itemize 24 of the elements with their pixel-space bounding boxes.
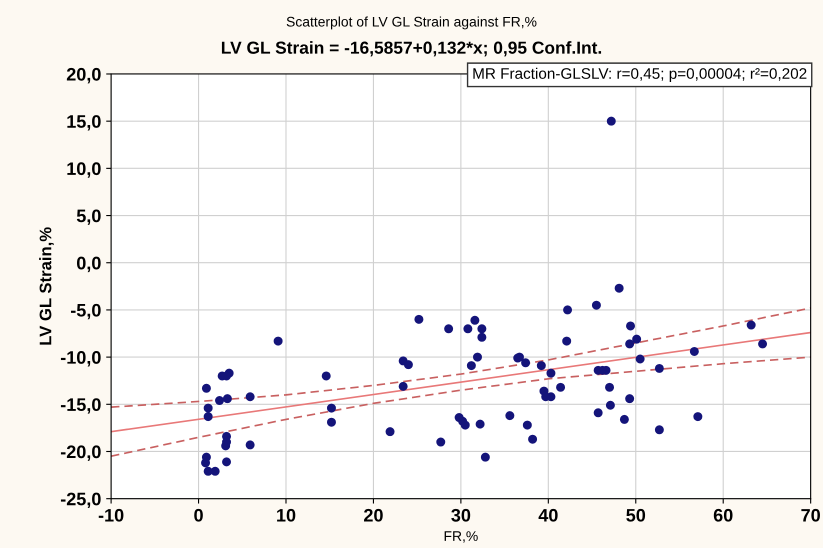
y-tick-label: 20,0 (66, 68, 101, 84)
x-tick-label: 50 (626, 508, 646, 522)
x-tick-label: 30 (451, 508, 470, 522)
x-tick-label: -10 (98, 508, 124, 522)
y-tick-label: 5,0 (76, 209, 101, 225)
annotation: MR Fraction-GLSLV: r=0,45; p=0,00004; r²=0,202 (473, 68, 806, 82)
x-tick-label: 70 (801, 508, 820, 522)
y-axis-title: LV GL Strain,% (39, 227, 54, 345)
y-tick-label: -10,0 (60, 351, 101, 366)
y-tick-label: 15,0 (67, 115, 101, 131)
y-tick-label: -5,0 (70, 304, 101, 320)
chart-subtitle: LV GL Strain = -16,5857+0,132*x; 0,95 Conf.Int. (222, 41, 602, 56)
y-tick-label: -20,0 (60, 445, 101, 461)
y-tick-label: -15,0 (60, 398, 101, 414)
chart-title: Scatterplot of LV GL Strain against FR,% (286, 16, 536, 30)
y-tick-label: 10,0 (67, 162, 101, 178)
x-tick-label: 40 (538, 508, 558, 522)
y-tick-label: 0,0 (77, 256, 101, 272)
x-tick-label: 60 (714, 508, 733, 522)
x-tick-label: 20 (364, 508, 383, 522)
x-tick-label: 10 (277, 508, 296, 522)
x-axis-title: FR,% (444, 531, 478, 543)
x-tick-label: 0 (194, 508, 203, 522)
y-tick-label: -25,0 (60, 492, 101, 508)
